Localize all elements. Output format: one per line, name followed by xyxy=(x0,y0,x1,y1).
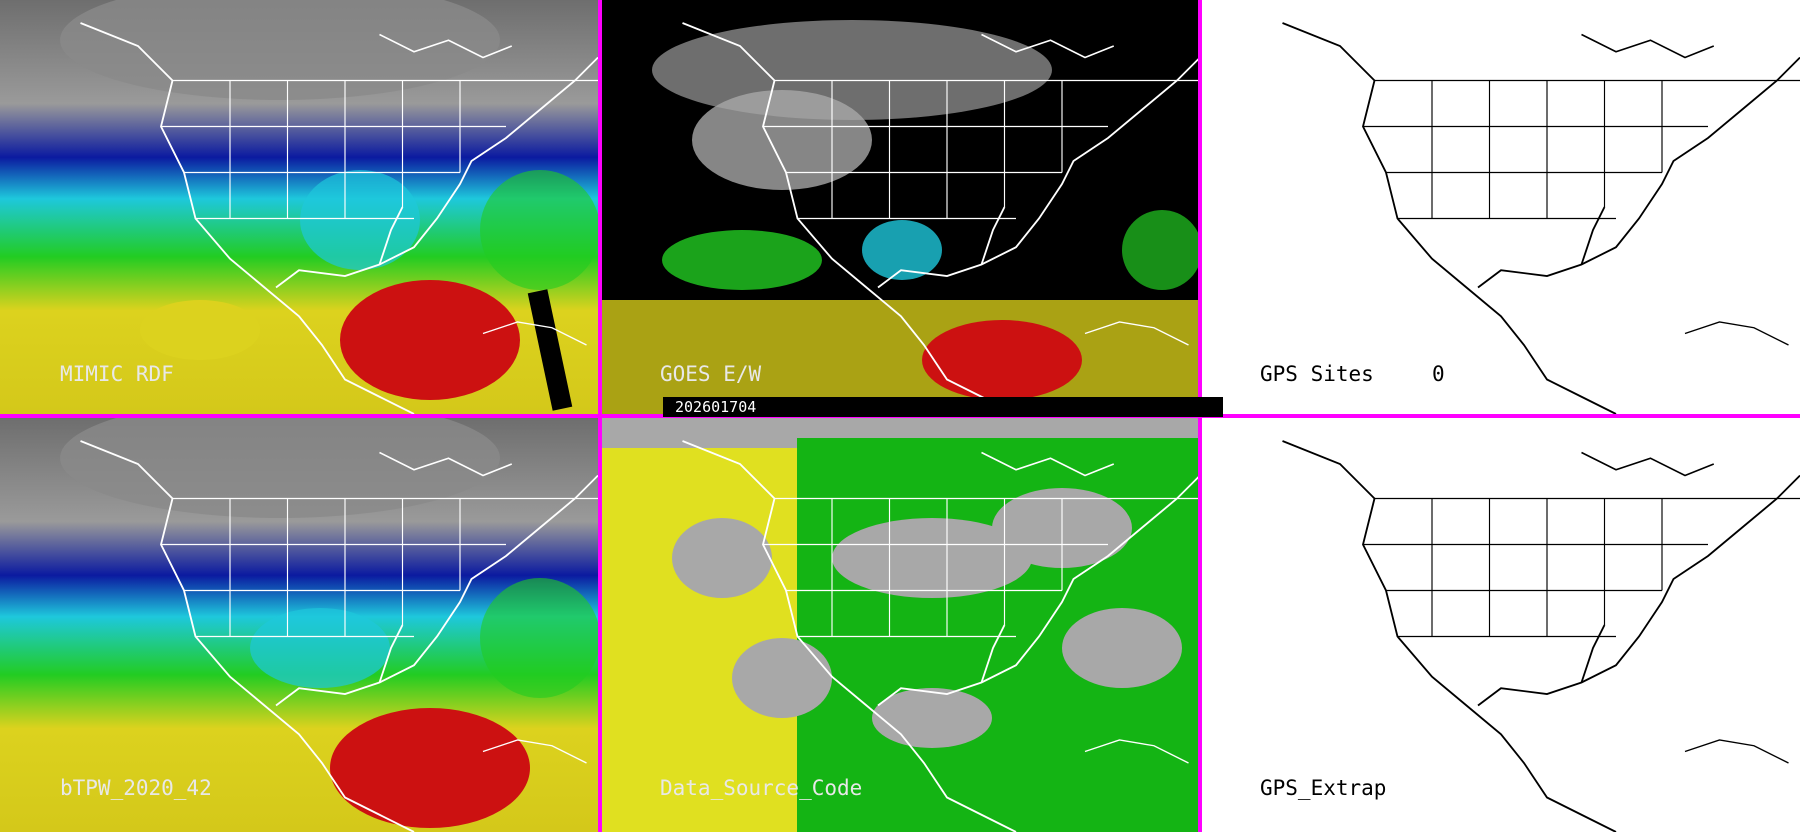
panel-label: bTPW_2020_42 xyxy=(60,776,212,800)
tpw-image xyxy=(0,0,598,414)
outline-map xyxy=(1281,440,1800,832)
panel-label: GPS Sites xyxy=(1260,362,1374,386)
btpw-map-panel: bTPW_2020_42 xyxy=(0,418,598,832)
data-source-code-map-panel: Data_Source_Code xyxy=(602,418,1198,832)
gps-site-count: 0 xyxy=(1432,362,1445,386)
gps-sites-map-panel: GPS Sites 0 xyxy=(1202,0,1800,414)
outline-map xyxy=(1281,22,1800,414)
tpw-image xyxy=(0,418,598,832)
panel-label: MIMIC RDF xyxy=(60,362,174,386)
timestamp-label: 202601704 xyxy=(675,398,757,416)
goes-image xyxy=(602,0,1198,414)
mimic-rdf-map-panel: MIMIC RDF xyxy=(0,0,598,414)
panel-label: GPS_Extrap xyxy=(1260,776,1387,800)
timestamp-bar: 202601704 xyxy=(663,397,1223,417)
divider-vertical-left xyxy=(598,0,602,832)
panel-label: GOES E/W xyxy=(660,362,762,386)
source-code-image xyxy=(602,418,1198,832)
goes-ew-map-panel: GOES E/W xyxy=(602,0,1198,414)
panel-label: Data_Source_Code xyxy=(660,776,863,800)
gps-extrap-map-panel: GPS_Extrap xyxy=(1202,418,1800,832)
